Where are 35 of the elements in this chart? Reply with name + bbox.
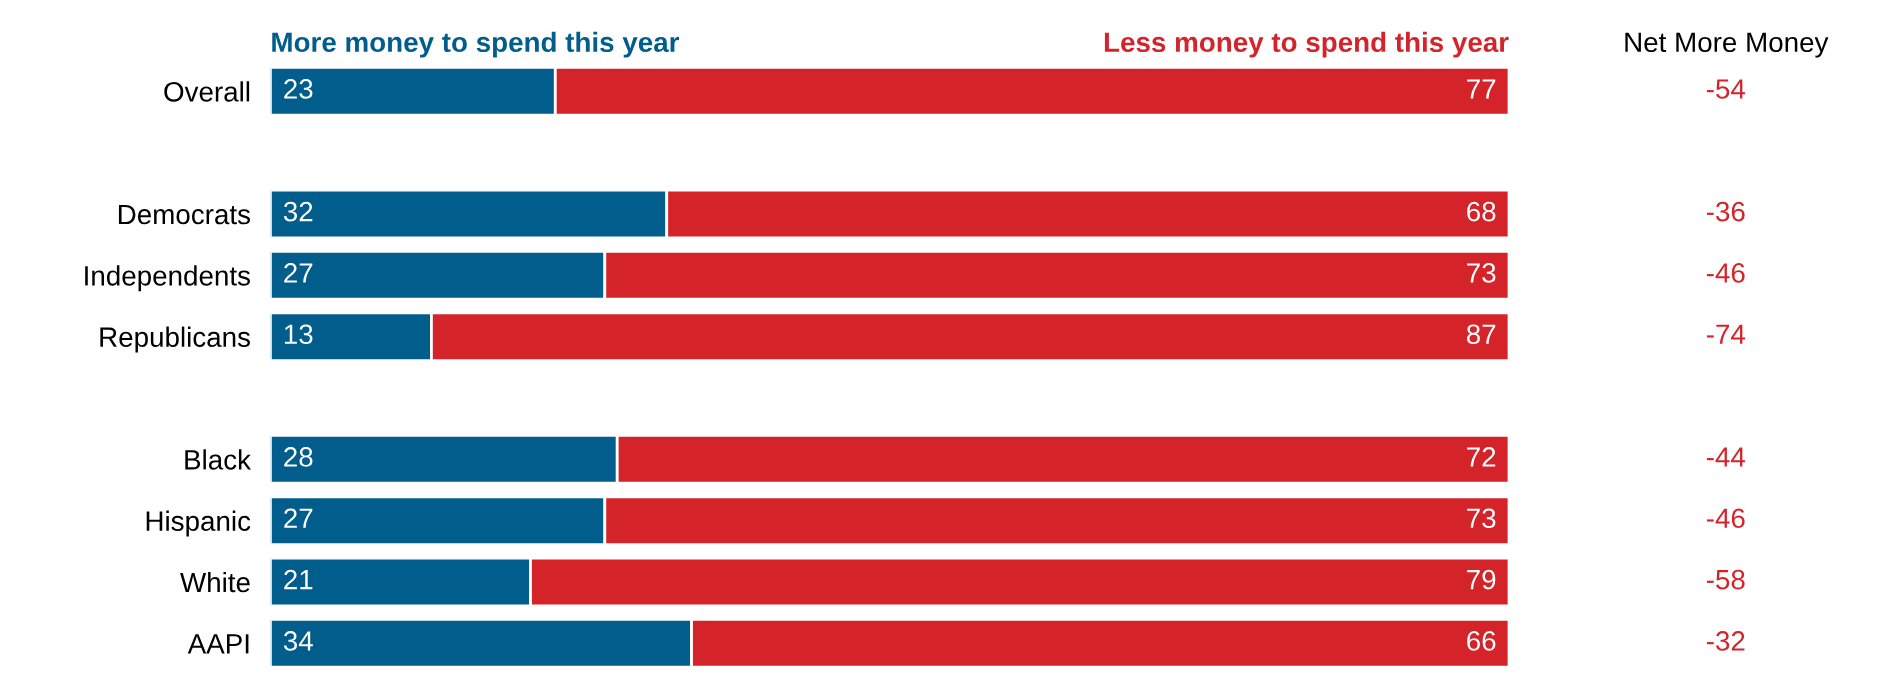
- data-label: 72: [1467, 447, 1496, 467]
- data-label: 13: [284, 324, 313, 345]
- y-tick-label: Independents: [85, 265, 250, 292]
- y-tick-label: White: [180, 571, 250, 593]
- data-label: 32: [283, 201, 313, 222]
- y-tick-label: Republicans: [100, 326, 250, 353]
- data-label: 79: [1467, 569, 1496, 590]
- y-tick-label: Democrats: [118, 204, 250, 225]
- series-label: Less money to spend this year: [1104, 31, 1509, 58]
- data-label: 27: [284, 263, 313, 283]
- data-label: 28: [284, 447, 313, 467]
- data-label: 73: [1467, 508, 1496, 529]
- data-label: 77: [1467, 79, 1496, 99]
- text: -46: [1706, 508, 1745, 529]
- text: -58: [1706, 569, 1745, 590]
- data-label: 27: [284, 508, 313, 528]
- y-tick-label: Hispanic: [146, 510, 251, 537]
- text: -54: [1706, 79, 1746, 99]
- data-label: 66: [1467, 631, 1496, 651]
- text: -46: [1706, 263, 1745, 283]
- data-label: 23: [284, 79, 313, 99]
- data-label: 68: [1467, 201, 1496, 222]
- series-label: More money to spend this year: [272, 31, 680, 58]
- data-label: 21: [284, 569, 313, 590]
- y-tick-label: Overall: [164, 81, 250, 102]
- text: -74: [1706, 324, 1746, 344]
- data-label: 87: [1466, 324, 1496, 345]
- data-label: 34: [283, 631, 313, 651]
- text: Net More Money: [1625, 32, 1829, 58]
- y-tick-label: Black: [185, 449, 252, 470]
- text: -44: [1706, 447, 1746, 467]
- text: -32: [1706, 631, 1745, 651]
- y-tick-label: AAPI: [187, 634, 249, 654]
- data-label: 73: [1467, 263, 1496, 283]
- text: -36: [1706, 201, 1745, 222]
